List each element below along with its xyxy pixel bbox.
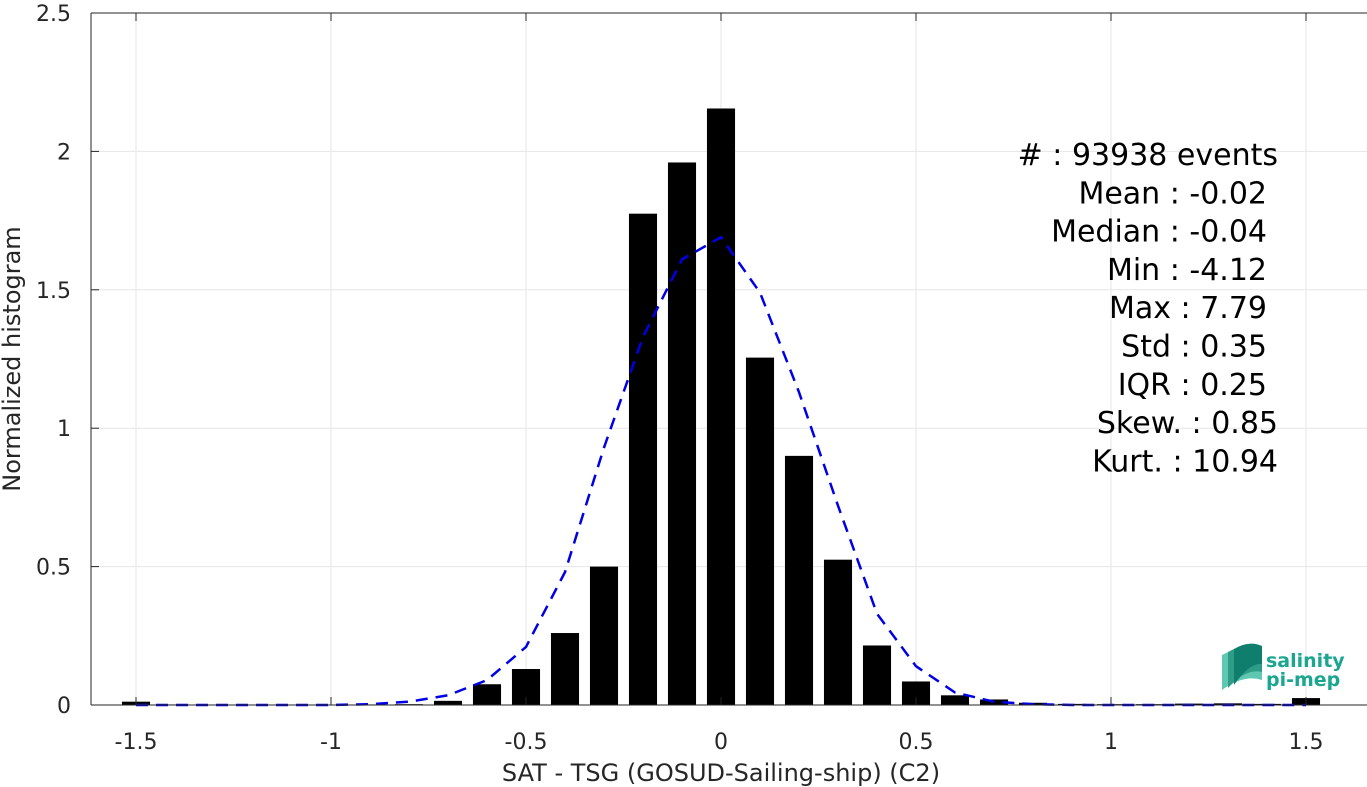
stat-line: Max : 7.79 (1109, 291, 1267, 326)
y-tick-label: 0 (57, 694, 71, 719)
logo-text-salinity: salinity (1266, 650, 1345, 672)
x-tick-label: 1 (1104, 730, 1118, 755)
histogram-bar (784, 455, 814, 705)
y-tick-label: 2 (57, 140, 71, 165)
x-tick-label: 0.5 (899, 730, 934, 755)
salinity-pi-mep-logo: salinity pi-mep (1222, 643, 1345, 691)
x-tick-label: -1 (320, 730, 342, 755)
y-tick-label: 1.5 (36, 279, 71, 304)
histogram-bar (472, 684, 502, 705)
x-tick-label: -1.5 (115, 730, 158, 755)
stat-line: Kurt. : 10.94 (1092, 444, 1278, 479)
histogram-bar (706, 108, 736, 706)
y-tick-label: 1 (57, 417, 71, 442)
histogram-bar (823, 559, 853, 705)
stat-line: # : 93938 events (1018, 138, 1278, 173)
histogram-bars (121, 108, 1321, 706)
histogram-bar (745, 357, 775, 705)
stat-line: Min : -4.12 (1107, 253, 1267, 288)
stat-line: Median : -0.04 (1051, 215, 1267, 250)
logo-text-pi-mep: pi-mep (1266, 669, 1340, 691)
plot-axes (90, 12, 1367, 706)
y-tick-label: 2.5 (36, 2, 71, 27)
x-tick-label: 0 (714, 730, 728, 755)
axis-ticks (91, 12, 1307, 706)
histogram-bar (862, 645, 892, 705)
x-tick-label: -0.5 (505, 730, 548, 755)
histogram-bar (550, 633, 580, 705)
histogram-bar (628, 213, 658, 705)
histogram-bar (667, 162, 697, 706)
logo-wave-icon (1222, 643, 1262, 690)
stat-line: Std : 0.35 (1121, 330, 1267, 365)
histogram-bar (901, 681, 931, 705)
x-tick-label: 1.5 (1289, 730, 1324, 755)
histogram-bar (433, 700, 463, 705)
stat-line: Skew. : 0.85 (1097, 406, 1278, 441)
y-tick-label: 0.5 (36, 556, 71, 581)
histogram-bar (940, 695, 970, 705)
stat-line: Mean : -0.02 (1078, 176, 1267, 211)
stat-line: IQR : 0.25 (1118, 368, 1267, 403)
histogram-bar (589, 566, 619, 705)
axis-tick-labels: -1.5 -1 -0.5 0 0.5 1 1.5 0 0.5 1 1.5 2 2.5 (36, 2, 1324, 755)
x-axis-title: SAT - TSG (GOSUD-Sailing-ship) (C2) (502, 759, 940, 787)
y-axis-title: Normalized histogram (0, 226, 26, 491)
